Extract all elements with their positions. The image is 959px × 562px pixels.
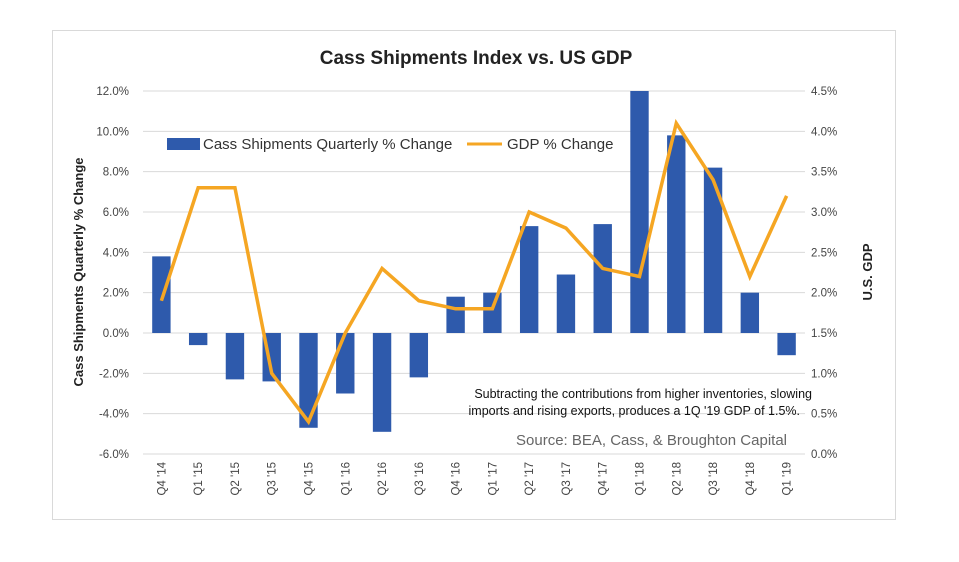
bar-5: [336, 333, 355, 394]
y-tick-label: 0.0%: [103, 328, 129, 340]
bar-10: [519, 226, 539, 333]
bar-15: [703, 167, 723, 333]
bar-0: [152, 256, 171, 333]
x-tick-label: Q2 '17: [524, 462, 536, 496]
y2-tick-label: 3.0%: [811, 207, 837, 219]
bar-7: [409, 333, 429, 378]
y-tick-label: 8.0%: [103, 167, 129, 179]
y-tick-label: -6.0%: [99, 449, 129, 461]
x-tick-label: Q4 '14: [156, 461, 168, 495]
x-tick-label: Q1 '18: [635, 462, 647, 496]
y2-tick-label: 3.5%: [811, 167, 837, 179]
x-tick-label: Q2 '16: [377, 462, 389, 496]
x-tick-label: Q1 '17: [487, 462, 499, 496]
bar-8: [446, 296, 465, 333]
y-tick-label: 10.0%: [96, 126, 129, 138]
bar-4: [299, 333, 318, 428]
bar-16: [740, 292, 760, 333]
legend-bar-swatch: [167, 138, 200, 150]
bar-9: [483, 292, 502, 333]
chart-title: Cass Shipments Index vs. US GDP: [320, 48, 633, 69]
y-axis-label: Cass Shipments Quarterly % Change: [71, 157, 86, 386]
annotation-line-1: Subtracting the contributions from highe…: [474, 387, 812, 401]
x-tick-label: Q2 '18: [671, 462, 683, 496]
x-tick-label: Q4 '18: [745, 462, 757, 496]
y-tick-label: 12.0%: [96, 86, 129, 98]
y2-tick-label: 4.5%: [811, 86, 837, 98]
source-note: Source: BEA, Cass, & Broughton Capital: [516, 432, 787, 449]
x-tick-label: Q3 '18: [708, 462, 720, 496]
bar-1: [188, 333, 208, 346]
bar-2: [225, 333, 245, 380]
bar-12: [593, 224, 612, 333]
bar-14: [667, 135, 686, 333]
chart-frame: [52, 30, 896, 520]
y2-tick-label: 4.0%: [811, 126, 837, 138]
legend-label-cass: Cass Shipments Quarterly % Change: [203, 136, 452, 153]
y-tick-label: 4.0%: [103, 247, 129, 259]
x-tick-label: Q1 '19: [782, 462, 794, 496]
annotation-line-2: imports and rising exports, produces a 1…: [469, 404, 801, 418]
y2-tick-label: 0.0%: [811, 449, 837, 461]
x-tick-label: Q4 '15: [304, 462, 316, 496]
bar-17: [777, 333, 796, 356]
gdp-line: [159, 118, 789, 426]
y-tick-label: -2.0%: [99, 368, 129, 380]
x-tick-label: Q3 '16: [414, 462, 426, 496]
bar-13: [630, 91, 649, 333]
y2-tick-label: 2.5%: [811, 247, 837, 259]
legend-label-gdp: GDP % Change: [507, 136, 613, 153]
bar-11: [556, 274, 576, 333]
y-tick-label: 2.0%: [103, 288, 129, 300]
y2-tick-label: 2.0%: [811, 288, 837, 300]
y-tick-label: -4.0%: [99, 409, 129, 421]
x-tick-label: Q3 '15: [267, 462, 279, 496]
bar-6: [372, 333, 392, 432]
x-tick-label: Q4 '17: [598, 462, 610, 496]
x-tick-label: Q1 '15: [193, 462, 205, 496]
x-tick-label: Q2 '15: [230, 462, 242, 496]
x-tick-label: Q4 '16: [451, 462, 463, 496]
y2-axis-label: U.S. GDP: [860, 243, 875, 300]
y2-tick-label: 0.5%: [811, 409, 837, 421]
x-tick-label: Q1 '16: [340, 462, 352, 496]
y2-tick-label: 1.0%: [811, 368, 837, 380]
y2-tick-label: 1.5%: [811, 328, 837, 340]
x-tick-label: Q3 '17: [561, 462, 573, 496]
y-tick-label: 6.0%: [103, 207, 129, 219]
